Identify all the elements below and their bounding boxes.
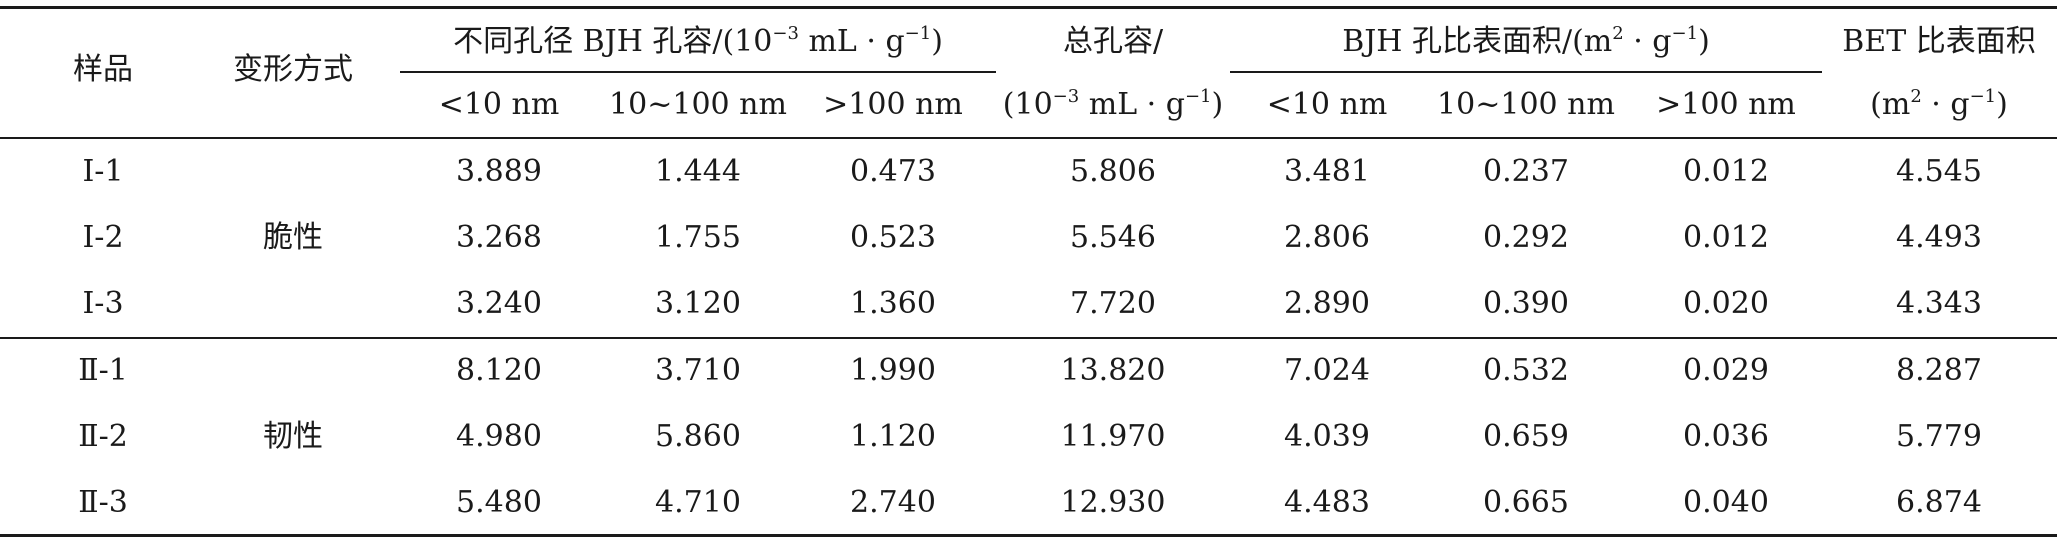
value-cell: 3.268 — [456, 220, 542, 255]
header-bjh-area: BJH 孔比表面积/(m2 · g−1) — [1342, 23, 1710, 59]
value-cell: 7.720 — [1070, 286, 1156, 321]
value-cell: 3.889 — [456, 154, 542, 189]
subheader-cell: <10 nm — [438, 87, 560, 122]
value-cell: 2.806 — [1284, 220, 1370, 255]
value-cell: 0.029 — [1683, 353, 1769, 388]
value-cell: 5.546 — [1070, 220, 1156, 255]
value-cell: 0.390 — [1483, 286, 1569, 321]
value-cell: 7.024 — [1284, 353, 1370, 388]
value-cell: 3.710 — [655, 353, 741, 388]
header-bet-line1: BET 比表面积 — [1842, 24, 2036, 59]
bottom-rule — [0, 534, 2057, 537]
value-cell: 0.012 — [1683, 154, 1769, 189]
value-cell: 5.779 — [1896, 419, 1982, 454]
value-cell: 3.481 — [1284, 154, 1370, 189]
value-cell: 0.292 — [1483, 220, 1569, 255]
header-sample: 样品 — [73, 52, 133, 87]
header-bet-line2: (m2 · g−1) — [1870, 86, 2008, 122]
subheader-cell: <10 nm — [1266, 87, 1388, 122]
header-total-volume-line1: 总孔容/ — [1062, 24, 1164, 59]
value-cell: 4.039 — [1284, 419, 1370, 454]
value-cell: 0.532 — [1483, 353, 1569, 388]
value-cell: 1.755 — [655, 220, 741, 255]
value-cell: 0.659 — [1483, 419, 1569, 454]
value-cell: 8.287 — [1896, 353, 1982, 388]
top-rule — [0, 6, 2057, 9]
value-cell: 0.020 — [1683, 286, 1769, 321]
value-cell: 4.343 — [1896, 286, 1982, 321]
value-cell: 0.036 — [1683, 419, 1769, 454]
subheader-cell: 10~100 nm — [609, 87, 787, 122]
value-cell: 1.444 — [655, 154, 741, 189]
value-cell: 5.860 — [655, 419, 741, 454]
group-divider-rule — [0, 337, 2057, 339]
value-cell: 0.012 — [1683, 220, 1769, 255]
value-cell: 1.120 — [850, 419, 936, 454]
bjh-volume-subrule — [400, 71, 996, 73]
value-cell: 0.665 — [1483, 485, 1569, 520]
value-cell: 11.970 — [1060, 419, 1166, 454]
value-cell: 1.990 — [850, 353, 936, 388]
value-cell: 0.040 — [1683, 485, 1769, 520]
value-cell: 4.710 — [655, 485, 741, 520]
value-cell: 0.473 — [850, 154, 936, 189]
sample-cell: Ⅱ-3 — [78, 485, 128, 520]
header-bjh-volume: 不同孔径 BJH 孔容/(10−3 mL · g−1) — [453, 23, 943, 59]
sample-cell: Ⅱ-1 — [78, 353, 128, 388]
subheader-cell: >100 nm — [1656, 87, 1796, 122]
value-cell: 5.806 — [1070, 154, 1156, 189]
group-label-brittle: 脆性 — [263, 220, 323, 255]
value-cell: 4.980 — [456, 419, 542, 454]
value-cell: 3.240 — [456, 286, 542, 321]
sample-cell: Ⅰ-3 — [82, 286, 124, 321]
value-cell: 8.120 — [456, 353, 542, 388]
value-cell: 4.493 — [1896, 220, 1982, 255]
value-cell: 2.740 — [850, 485, 936, 520]
subheader-cell: >100 nm — [823, 87, 963, 122]
value-cell: 2.890 — [1284, 286, 1370, 321]
value-cell: 4.483 — [1284, 485, 1370, 520]
subheader-cell: 10~100 nm — [1437, 87, 1615, 122]
header-total-volume-line2: (10−3 mL · g−1) — [1002, 86, 1224, 122]
value-cell: 13.820 — [1060, 353, 1166, 388]
value-cell: 3.120 — [655, 286, 741, 321]
sample-cell: Ⅰ-1 — [82, 154, 124, 189]
value-cell: 1.360 — [850, 286, 936, 321]
header-deform: 变形方式 — [233, 52, 353, 87]
sample-cell: Ⅱ-2 — [78, 419, 128, 454]
value-cell: 5.480 — [456, 485, 542, 520]
sample-cell: Ⅰ-2 — [82, 220, 124, 255]
value-cell: 0.237 — [1483, 154, 1569, 189]
value-cell: 0.523 — [850, 220, 936, 255]
bjh-area-subrule — [1230, 71, 1822, 73]
header-bottom-rule — [0, 137, 2057, 139]
group-label-ductile: 韧性 — [263, 419, 323, 454]
value-cell: 12.930 — [1060, 485, 1166, 520]
value-cell: 6.874 — [1896, 485, 1982, 520]
value-cell: 4.545 — [1896, 154, 1982, 189]
